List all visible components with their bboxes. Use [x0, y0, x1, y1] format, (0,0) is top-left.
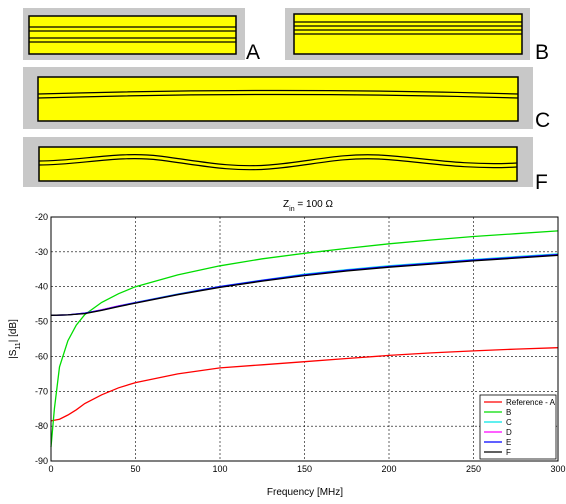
y-tick-label: -60: [35, 351, 48, 361]
geometry-panel-f: [23, 137, 533, 187]
geometry-label-f: F: [535, 171, 548, 194]
series-line-b: [50, 230, 559, 448]
geometry-f-drawing: [23, 137, 533, 187]
legend-entry: F: [506, 448, 511, 457]
s11-chart: Zin = 100 Ω 0 50 100 150 200 250 300 -20 -30 -40 -…: [0, 190, 566, 504]
series-line-f: [50, 254, 559, 316]
x-tick-label: 300: [550, 464, 565, 474]
tick-labels: 0 50 100 150 200 250 300 -20 -30 -40 -50 -60 -70 -80 -…: [35, 212, 566, 474]
y-tick-label: -50: [35, 317, 48, 327]
geometry-panel-c: [23, 67, 533, 129]
axes-box: [50, 216, 559, 462]
x-tick-label: 250: [466, 464, 481, 474]
geometry-label-b: B: [535, 41, 550, 64]
geometry-panel-b: [285, 8, 530, 60]
geometry-label-c: C: [535, 109, 551, 132]
y-tick-label: -80: [35, 421, 48, 431]
legend-entry: D: [506, 428, 512, 437]
y-tick-label: -40: [35, 282, 48, 292]
x-axis-label: Frequency [MHz]: [267, 487, 343, 498]
legend-entry: Reference - A: [506, 398, 556, 407]
chart-title: Zin = 100 Ω: [283, 199, 333, 213]
legend-entry: B: [506, 408, 511, 417]
y-tick-label: -20: [35, 212, 48, 222]
legend-entry: C: [506, 418, 512, 427]
series-lines: [50, 230, 559, 448]
series-line-reference-a: [50, 347, 559, 422]
x-tick-label: 100: [212, 464, 227, 474]
y-tick-label: -70: [35, 386, 48, 396]
y-tick-label: -90: [35, 456, 48, 466]
legend-entry: E: [506, 438, 511, 447]
geometry-a-drawing: [23, 8, 245, 60]
x-tick-label: 50: [130, 464, 140, 474]
legend-box: [479, 394, 557, 460]
geometry-c-drawing: [23, 67, 533, 129]
y-tick-label: -30: [35, 247, 48, 257]
x-tick-label: 150: [297, 464, 312, 474]
x-tick-label: 200: [381, 464, 396, 474]
s11-chart-svg: Zin = 100 Ω 0 50 100 150 200 250 300 -20 -30 -40 -…: [8, 199, 566, 498]
x-tick-label: 0: [48, 464, 53, 474]
y-axis-label: |S11| [dB]: [8, 319, 22, 359]
grid: [51, 217, 558, 461]
geometry-b-drawing: [285, 8, 530, 60]
geometry-panel-a: [23, 8, 245, 60]
geometry-label-a: A: [246, 41, 261, 64]
